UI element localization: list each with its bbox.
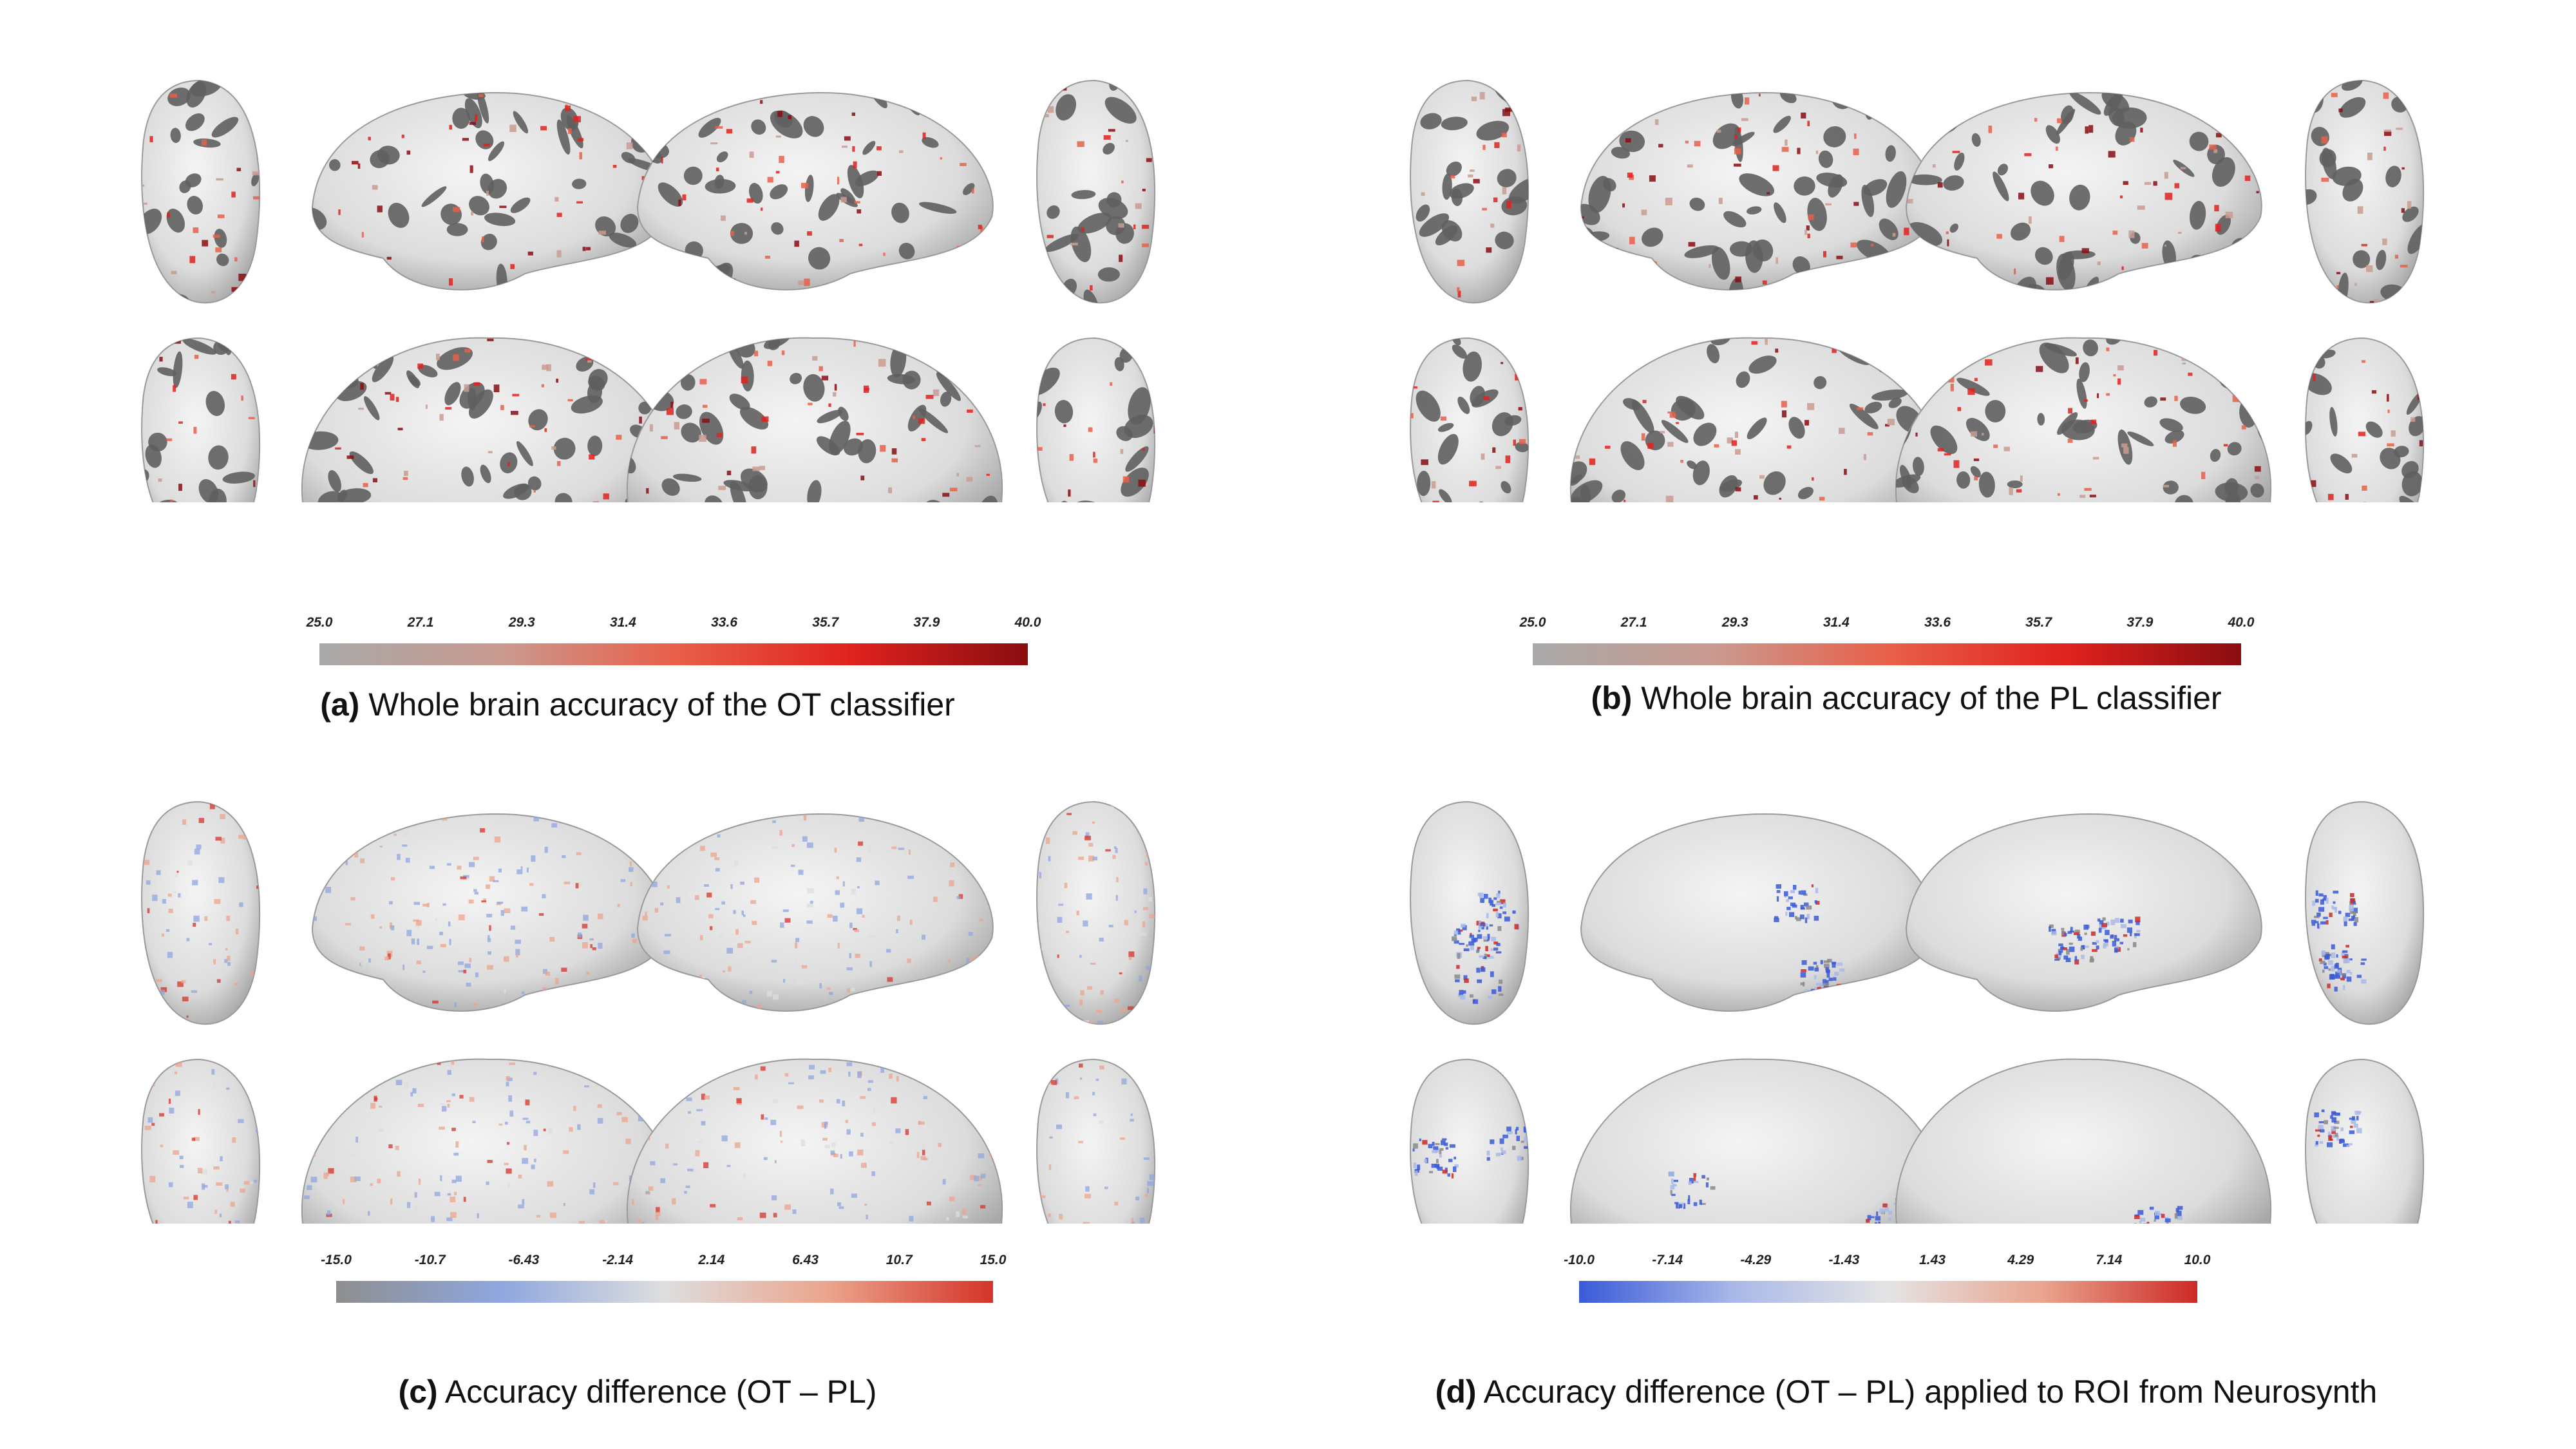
colorbar-tick-label: -1.43 [1828, 1253, 1860, 1267]
right-anterior-view [2305, 79, 2425, 304]
left-posterior-view [1410, 1058, 1530, 1224]
left-medial-view [1569, 337, 1947, 502]
brain-views [141, 800, 1156, 1224]
caption-text: Accuracy difference (OT – PL) applied to… [1483, 1374, 2378, 1410]
panel-c: -15.0 -10.7 -6.43 -2.14 2.14 6.43 10.7 15.0 (c)… [0, 721, 1275, 1436]
colorbar-tick-label: 31.4 [1823, 615, 1850, 630]
left-lateral-view [311, 813, 668, 1012]
colorbar: -15.0 -10.7 -6.43 -2.14 2.14 6.43 10.7 15.0 [321, 1253, 1006, 1303]
left-anterior-view [141, 79, 261, 304]
caption: (a) Whole brain accuracy of the OT class… [0, 686, 1275, 723]
colorbar-tick-label: -6.43 [508, 1253, 540, 1267]
right-anterior-view [1036, 79, 1156, 304]
colorbar-tick-label: -10.7 [414, 1253, 446, 1267]
colorbar-tick-label: 33.6 [1924, 615, 1951, 630]
colorbar-tick-label: 33.6 [711, 615, 737, 630]
left-lateral-view [1580, 813, 1937, 1012]
brain-views [1410, 79, 2425, 502]
panel-d: -10.0 -7.14 -4.29 -1.43 1.43 4.29 7.14 10.0 (d)… [1269, 721, 2544, 1436]
brain-views [141, 79, 1156, 502]
right-medial-view [626, 337, 1003, 502]
right-lateral-view [636, 813, 994, 1012]
colorbar: 25.0 27.1 29.3 31.4 33.6 35.7 37.9 40.0 [1520, 615, 2254, 665]
colorbar-tick-label: 27.1 [407, 615, 434, 630]
right-posterior-view [2305, 337, 2425, 502]
left-posterior-view [141, 337, 261, 502]
right-anterior-view [2305, 800, 2425, 1025]
colorbar: 25.0 27.1 29.3 31.4 33.6 35.7 37.9 40.0 [307, 615, 1041, 665]
caption-text: Whole brain accuracy of the OT classifie… [368, 687, 955, 723]
right-posterior-view [2305, 1058, 2425, 1224]
left-anterior-view [141, 800, 261, 1025]
right-anterior-view [1036, 800, 1156, 1025]
brain-views [1410, 800, 2425, 1224]
colorbar-tick-label: 10.7 [886, 1253, 913, 1267]
colorbar-tick-label: 29.3 [508, 615, 535, 630]
colorbar-tick-label: 35.7 [2025, 615, 2052, 630]
left-posterior-view [1410, 337, 1530, 502]
left-lateral-view [1580, 92, 1937, 290]
colorbar-tick-label: 40.0 [2228, 615, 2255, 630]
colorbar-tick-label: 7.14 [2096, 1253, 2123, 1267]
left-medial-view [301, 337, 678, 502]
caption-label: (c) [398, 1374, 438, 1410]
caption-text: Whole brain accuracy of the PL classifie… [1641, 680, 2222, 716]
colorbar-tick-label: 6.43 [792, 1253, 819, 1267]
right-medial-view [1895, 337, 2272, 502]
right-lateral-view [1905, 92, 2262, 290]
left-medial-view [301, 1058, 678, 1224]
panel-b: 25.0 27.1 29.3 31.4 33.6 35.7 37.9 40.0 (b) Who… [1269, 0, 2544, 717]
colorbar-gradient [1533, 643, 2241, 665]
caption-label: (b) [1591, 680, 1633, 716]
right-lateral-view [636, 92, 994, 290]
caption: (b) Whole brain accuracy of the PL class… [1269, 679, 2544, 717]
colorbar-gradient [1579, 1281, 2197, 1303]
colorbar-gradient [319, 643, 1028, 665]
right-posterior-view [1036, 1058, 1156, 1224]
caption: (d) Accuracy difference (OT – PL) applie… [1269, 1373, 2544, 1410]
colorbar-tick-label: -10.0 [1564, 1253, 1595, 1267]
right-lateral-view [1905, 813, 2262, 1012]
panel-a: 25.0 27.1 29.3 31.4 33.6 35.7 37.9 40.0 (a) Who… [0, 0, 1275, 723]
colorbar-tick-label: 25.0 [1519, 615, 1546, 630]
colorbar-tick-label: 27.1 [1620, 615, 1647, 630]
colorbar-tick-label: 25.0 [306, 615, 333, 630]
colorbar-tick-label: 4.29 [2007, 1253, 2034, 1267]
caption-label: (d) [1435, 1374, 1477, 1410]
colorbar-gradient [336, 1281, 993, 1303]
colorbar-tick-label: 35.7 [812, 615, 839, 630]
left-medial-view [1569, 1058, 1947, 1224]
colorbar-tick-label: -15.0 [321, 1253, 352, 1267]
colorbar-tick-label: 31.4 [609, 615, 636, 630]
colorbar: -10.0 -7.14 -4.29 -1.43 1.43 4.29 7.14 10.0 [1564, 1253, 2210, 1303]
colorbar-tick-label: 10.0 [2184, 1253, 2211, 1267]
colorbar-tick-label: -4.29 [1740, 1253, 1772, 1267]
left-anterior-view [1410, 79, 1530, 304]
colorbar-tick-label: -2.14 [602, 1253, 634, 1267]
caption-label: (a) [320, 687, 360, 723]
left-lateral-view [311, 92, 668, 290]
caption: (c) Accuracy difference (OT – PL) [0, 1373, 1275, 1410]
colorbar-tick-label: 29.3 [1721, 615, 1748, 630]
right-medial-view [626, 1058, 1003, 1224]
colorbar-tick-label: 2.14 [698, 1253, 725, 1267]
left-anterior-view [1410, 800, 1530, 1025]
colorbar-tick-label: -7.14 [1652, 1253, 1683, 1267]
colorbar-tick-label: 40.0 [1014, 615, 1041, 630]
colorbar-tick-label: 37.9 [2126, 615, 2154, 630]
colorbar-tick-label: 37.9 [913, 615, 940, 630]
left-posterior-view [141, 1058, 261, 1224]
right-posterior-view [1036, 337, 1156, 502]
right-medial-view [1895, 1058, 2272, 1224]
colorbar-tick-label: 15.0 [980, 1253, 1007, 1267]
colorbar-tick-label: 1.43 [1919, 1253, 1946, 1267]
caption-text: Accuracy difference (OT – PL) [444, 1374, 877, 1410]
